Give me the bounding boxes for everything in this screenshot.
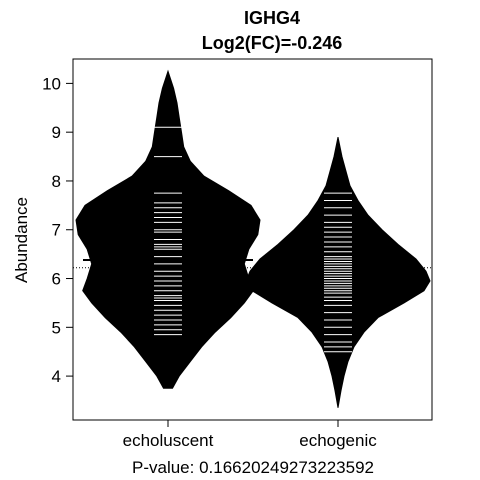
y-tick-label: 6 <box>52 270 61 289</box>
y-axis: 4 5 6 7 8 9 10 <box>42 74 73 386</box>
x-tick-label-echoluscent: echoluscent <box>123 431 214 450</box>
p-value-label: P-value: 0.16620249273223592 <box>132 458 374 477</box>
y-axis-title: Abundance <box>12 197 31 283</box>
beans-layer <box>73 69 432 427</box>
y-tick-label: 9 <box>52 123 61 142</box>
y-tick-label: 4 <box>52 367 61 386</box>
y-tick-label: 8 <box>52 172 61 191</box>
y-tick-label: 7 <box>52 221 61 240</box>
x-tick-label-echogenic: echogenic <box>299 431 377 450</box>
plot-frame <box>72 58 433 421</box>
chart-title: IGHG4 <box>244 8 300 28</box>
y-tick-label: 10 <box>42 74 61 93</box>
chart-subtitle: Log2(FC)=-0.246 <box>202 33 343 53</box>
y-tick-label: 5 <box>52 318 61 337</box>
